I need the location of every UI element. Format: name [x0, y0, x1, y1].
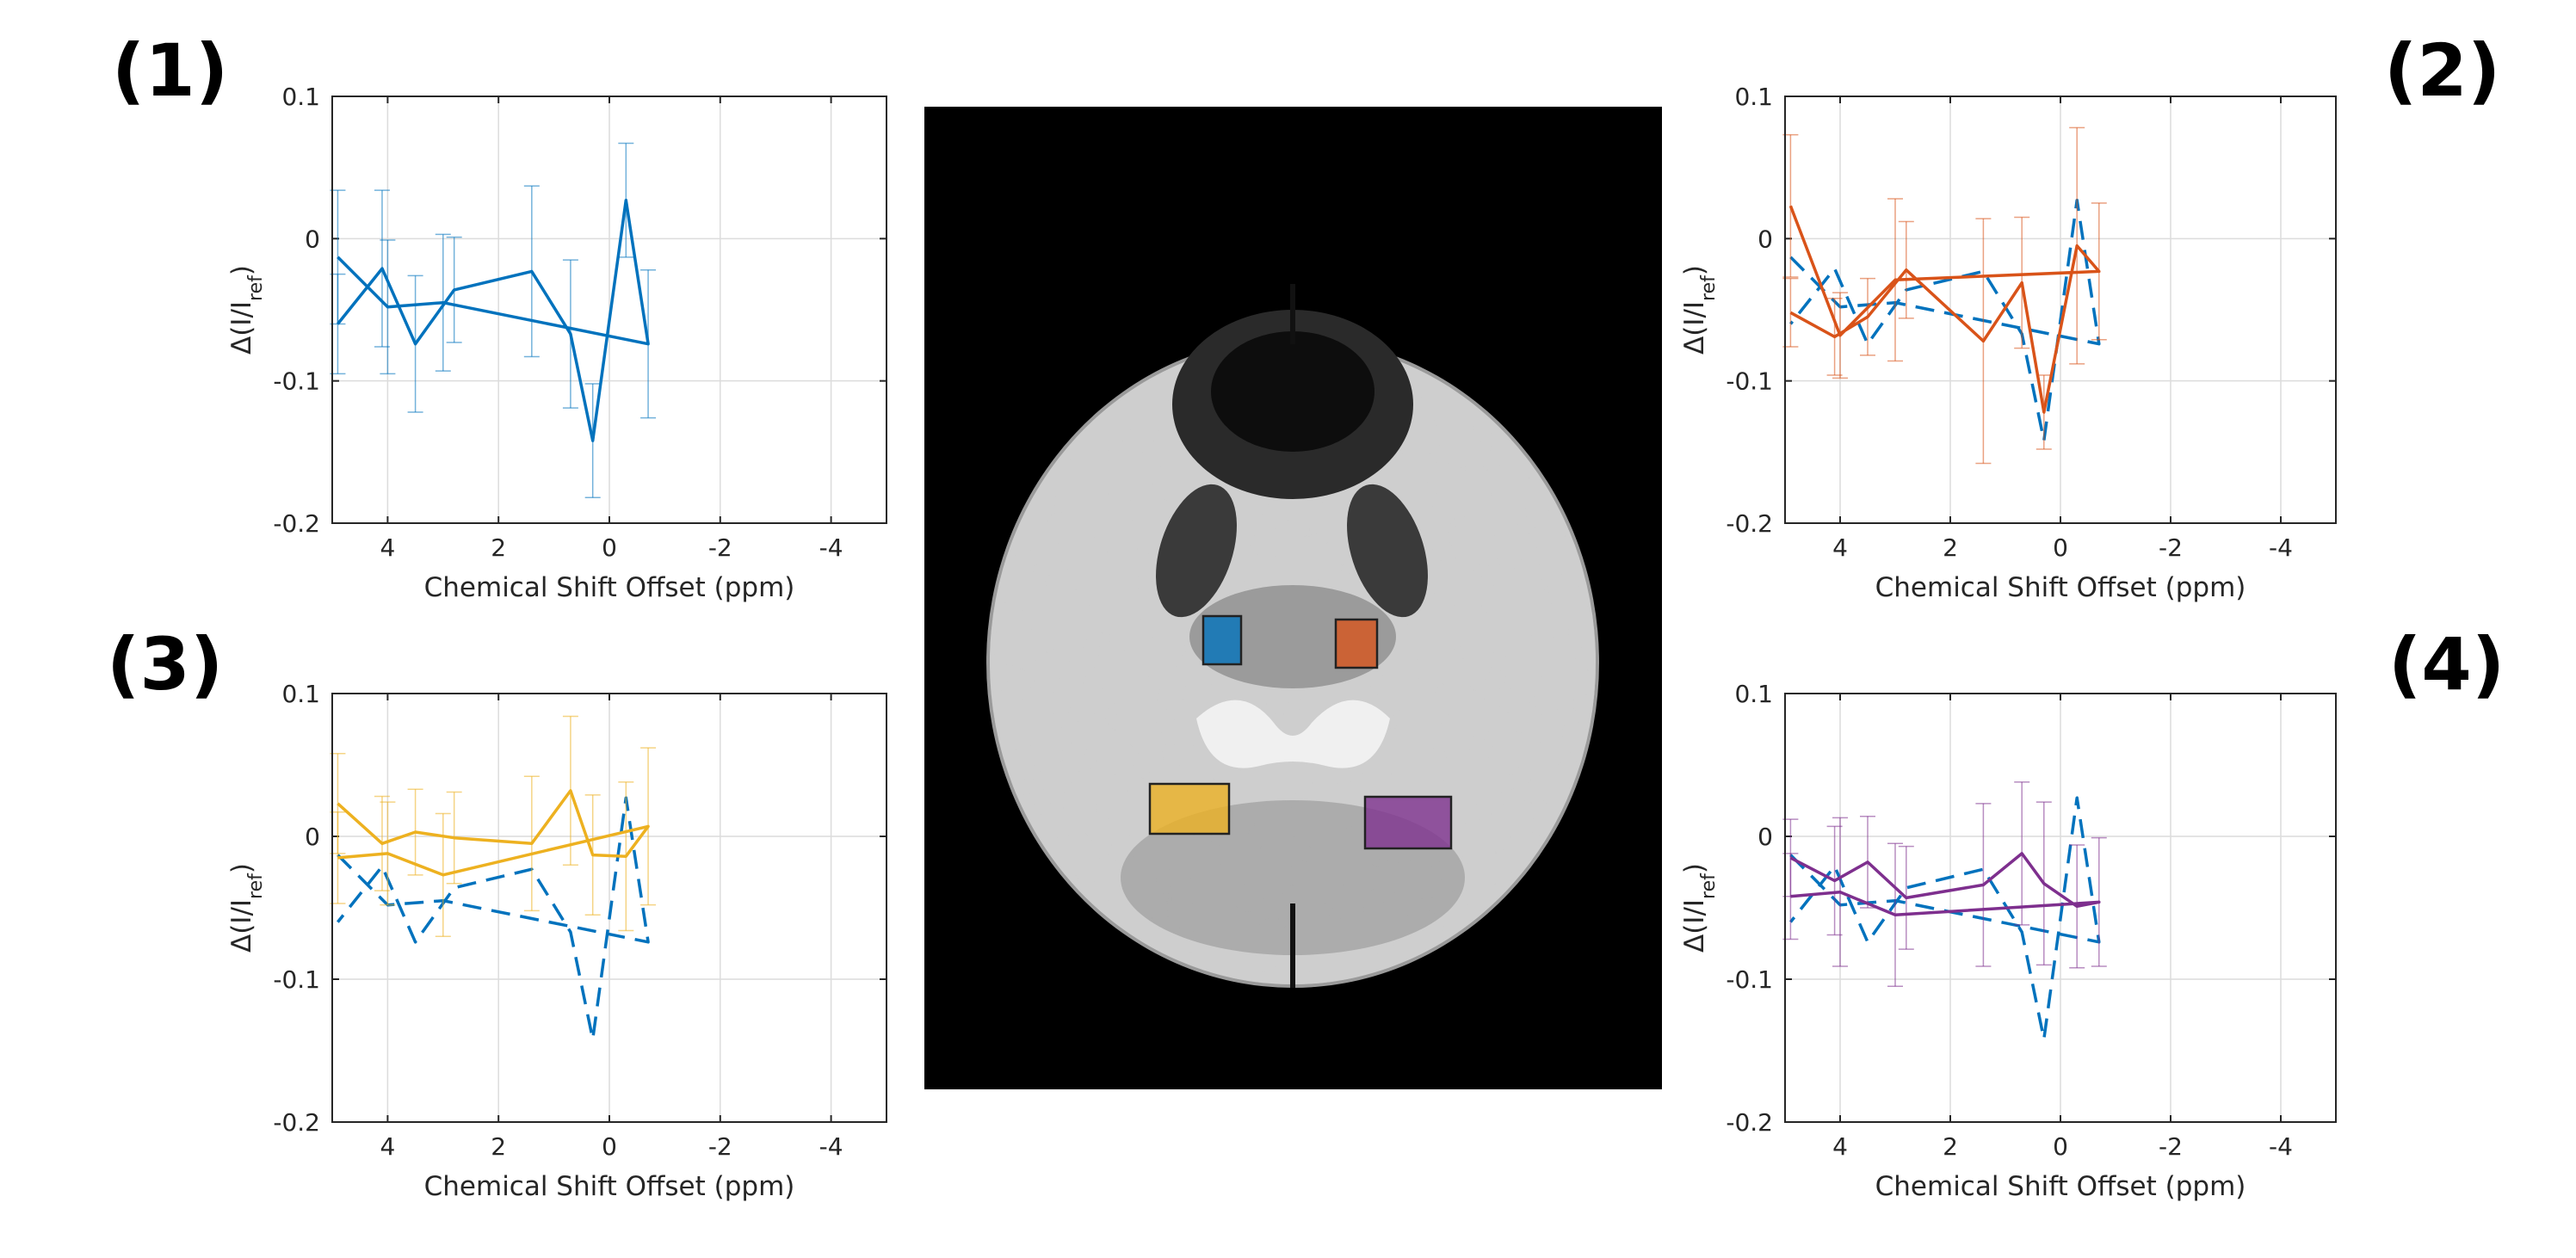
- y-tick-label: -0.2: [1726, 1108, 1773, 1137]
- series-line: [337, 198, 650, 442]
- y-tick-label: 0.1: [281, 83, 320, 111]
- chart-2: 4 2 0 -2 -4 0.1 0 -0.1 -0.2 Chemical Shift Offset…: [1679, 83, 2337, 603]
- y-tick-label: -0.2: [273, 1108, 320, 1137]
- x-tick-label: 0: [602, 1132, 617, 1161]
- axes-box: [1784, 693, 2337, 1123]
- panel-label-3: (3): [107, 622, 224, 706]
- roi-2: [1334, 618, 1379, 669]
- y-axis-label: Δ(I/Iref): [226, 863, 267, 953]
- x-tick-label: 2: [491, 1132, 506, 1161]
- axes-box: [1784, 96, 2337, 524]
- y-tick-label: 0: [305, 823, 320, 851]
- y-tick-label: -0.2: [1726, 509, 1773, 538]
- x-tick-label: 0: [2053, 1132, 2068, 1161]
- x-axis-label: Chemical Shift Offset (ppm): [424, 1171, 795, 1202]
- y-tick-label: -0.1: [1726, 965, 1773, 994]
- y-tick-label: 0: [305, 225, 320, 253]
- x-tick-label: 4: [1832, 533, 1848, 562]
- x-tick-label: -2: [2159, 1132, 2183, 1161]
- roi-1: [1202, 614, 1243, 666]
- x-tick-label: 0: [602, 533, 617, 562]
- axes-box: [331, 693, 887, 1123]
- chart-4: 4 2 0 -2 -4 0.1 0 -0.1 -0.2 Chemical Shift Offset…: [1679, 680, 2337, 1202]
- x-tick-label: 2: [491, 533, 506, 562]
- chart-1: 4 2 0 -2 -4 0.1 0 -0.1 -0.2 Chemical Shift Offset…: [226, 83, 887, 603]
- x-tick-label: 2: [1943, 1132, 1958, 1161]
- reference-series-line: [1789, 796, 2101, 1041]
- x-tick-label: -4: [2269, 533, 2293, 562]
- axes-box: [331, 96, 887, 524]
- x-tick-label: 4: [1832, 1132, 1848, 1161]
- caudate-right: [1347, 484, 1428, 618]
- series-line: [1788, 205, 2101, 414]
- y-tick-label: 0.1: [1734, 83, 1773, 111]
- x-tick-label: -2: [2159, 533, 2183, 562]
- y-tick-label: -0.1: [1726, 367, 1773, 396]
- x-tick-label: -4: [2269, 1132, 2293, 1161]
- x-axis-label: Chemical Shift Offset (ppm): [1875, 1171, 2246, 1202]
- chart-3: 4 2 0 -2 -4 0.1 0 -0.1 -0.2 Chemical Shift Offset…: [226, 680, 887, 1202]
- y-tick-label: 0.1: [1734, 680, 1773, 708]
- roi-4: [1363, 795, 1453, 850]
- y-tick-label: -0.2: [273, 509, 320, 538]
- x-tick-label: 4: [380, 533, 395, 562]
- ventricles: [1196, 700, 1390, 768]
- x-tick-label: 2: [1943, 533, 1958, 562]
- x-tick-label: 4: [380, 1132, 395, 1161]
- y-tick-label: -0.1: [273, 965, 320, 994]
- reference-series-line: [1789, 198, 2101, 442]
- y-tick-label: 0: [1757, 823, 1773, 851]
- series-line: [337, 789, 650, 877]
- x-axis-label: Chemical Shift Offset (ppm): [1875, 572, 2246, 603]
- x-tick-label: 0: [2053, 533, 2068, 562]
- panel-label-1: (1): [112, 28, 229, 113]
- x-tick-label: -2: [708, 1132, 732, 1161]
- x-axis-label: Chemical Shift Offset (ppm): [424, 572, 795, 603]
- roi-3: [1148, 782, 1231, 836]
- series-line: [1789, 852, 2101, 917]
- panel-label-2: (2): [2384, 28, 2501, 113]
- y-axis-label: Δ(I/Iref): [1679, 863, 1720, 953]
- caudate-left: [1156, 484, 1237, 618]
- panel-label-4: (4): [2388, 622, 2505, 706]
- y-tick-label: 0: [1757, 225, 1773, 253]
- y-axis-label: Δ(I/Iref): [1679, 265, 1720, 355]
- y-tick-label: 0.1: [281, 680, 320, 708]
- x-tick-label: -4: [819, 533, 843, 562]
- reference-series-line: [337, 796, 650, 1041]
- brain-image: [924, 107, 1662, 1089]
- x-tick-label: -4: [819, 1132, 843, 1161]
- y-tick-label: -0.1: [273, 367, 320, 396]
- y-axis-label: Δ(I/Iref): [226, 265, 267, 355]
- frontal-dark-core: [1211, 331, 1374, 452]
- x-tick-label: -2: [708, 533, 732, 562]
